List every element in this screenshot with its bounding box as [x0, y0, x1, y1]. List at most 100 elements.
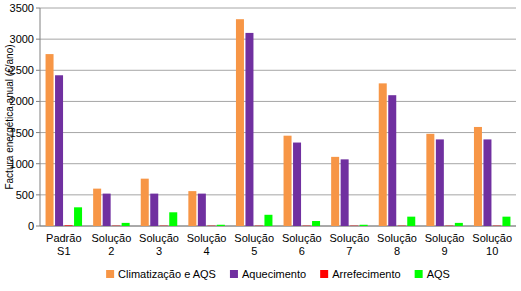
category-label: Solução9: [425, 232, 465, 257]
bar: [236, 19, 244, 226]
bar: [388, 95, 396, 226]
bar: [169, 212, 177, 226]
category-label-line: Solução: [187, 232, 227, 244]
bar: [474, 127, 482, 226]
bar: [303, 225, 311, 226]
bar: [379, 83, 387, 226]
bar: [245, 33, 253, 226]
category-label-line: S1: [57, 245, 70, 257]
bar: [46, 54, 54, 226]
y-axis-title: Factura energética anual (€/ano): [4, 44, 15, 189]
grid-line: [40, 70, 516, 71]
tick-mark: [36, 8, 40, 9]
bar: [141, 179, 149, 226]
grid-line: [40, 8, 516, 9]
category-label-line: Solução: [377, 232, 417, 244]
bar: [331, 157, 339, 226]
bar: [407, 217, 415, 226]
tick-mark: [36, 70, 40, 71]
bar: [255, 225, 263, 226]
category-label: Solução3: [139, 232, 179, 257]
bar: [112, 225, 120, 226]
category-label-line: Solução: [282, 232, 322, 244]
bar: [74, 207, 82, 226]
bar: [312, 221, 320, 226]
bar: [293, 143, 301, 226]
category-label-line: Solução: [425, 232, 465, 244]
category-label-line: 4: [204, 245, 210, 257]
category-label-line: Solução: [92, 232, 132, 244]
tick-mark: [36, 101, 40, 102]
tick-label: 3000: [10, 33, 34, 45]
legend-swatch: [320, 270, 328, 278]
bar: [217, 225, 225, 226]
bar: [150, 194, 158, 226]
category-label: Solução7: [330, 232, 370, 257]
bar: [207, 225, 215, 226]
bar: [350, 225, 358, 226]
legend-label: Arrefecimento: [332, 268, 400, 280]
legend-swatch: [230, 270, 238, 278]
category-label-line: Solução: [234, 232, 274, 244]
tick-mark: [36, 226, 40, 227]
bar: [445, 225, 453, 226]
category-label-line: Solução: [472, 232, 512, 244]
legend-label: AQS: [427, 268, 450, 280]
bar: [55, 75, 63, 226]
tick-mark: [36, 132, 40, 133]
grid-line: [40, 132, 516, 133]
bar: [122, 223, 130, 226]
x-axis: [40, 226, 516, 227]
category-label-line: Solução: [139, 232, 179, 244]
tick-mark: [36, 194, 40, 195]
tick-mark: [36, 163, 40, 164]
legend-label: Climatização e AQS: [118, 268, 216, 280]
bar: [398, 225, 406, 226]
bars: [46, 19, 511, 226]
bar: [65, 225, 73, 226]
bar: [502, 217, 510, 226]
category-label: Solução6: [282, 232, 322, 257]
category-label: Solução10: [472, 232, 512, 257]
tick-label: 3500: [10, 2, 34, 14]
category-label: Solução4: [187, 232, 227, 257]
bar: [198, 194, 206, 226]
category-label-line: 2: [108, 245, 114, 257]
category-label-line: Padrão: [46, 232, 81, 244]
bar: [160, 225, 168, 226]
bar: [483, 139, 491, 226]
category-label: Solução8: [377, 232, 417, 257]
legend-swatch: [415, 270, 423, 278]
category-label: PadrãoS1: [46, 232, 81, 257]
category-label-line: Solução: [330, 232, 370, 244]
tick-label: 500: [16, 189, 34, 201]
bar: [264, 215, 272, 226]
legend: Climatização e AQS Aquecimento Arrefecimen…: [106, 268, 450, 280]
category-label-line: 6: [299, 245, 305, 257]
category-label-line: 9: [442, 245, 448, 257]
category-label-line: 8: [394, 245, 400, 257]
grid-line: [40, 163, 516, 164]
bar: [493, 225, 501, 226]
category-label-line: 5: [251, 245, 257, 257]
bar: [341, 159, 349, 226]
bar: [360, 225, 368, 226]
bar: [455, 223, 463, 226]
legend-swatch: [106, 270, 114, 278]
bar: [436, 139, 444, 226]
grid-line: [40, 101, 516, 102]
chart: 0500100015002000250030003500Factura ener…: [0, 0, 521, 291]
bar: [284, 136, 292, 226]
tick-mark: [36, 39, 40, 40]
legend-label: Aquecimento: [242, 268, 306, 280]
category-label-line: 10: [486, 245, 498, 257]
grid-line: [40, 226, 516, 227]
category-label: Solução5: [234, 232, 274, 257]
bar: [93, 189, 101, 226]
bar: [426, 134, 434, 226]
tick-label: 0: [28, 220, 34, 232]
grid-line: [40, 39, 516, 40]
category-label: Solução2: [92, 232, 132, 257]
bar: [103, 194, 111, 226]
bar: [188, 191, 196, 226]
